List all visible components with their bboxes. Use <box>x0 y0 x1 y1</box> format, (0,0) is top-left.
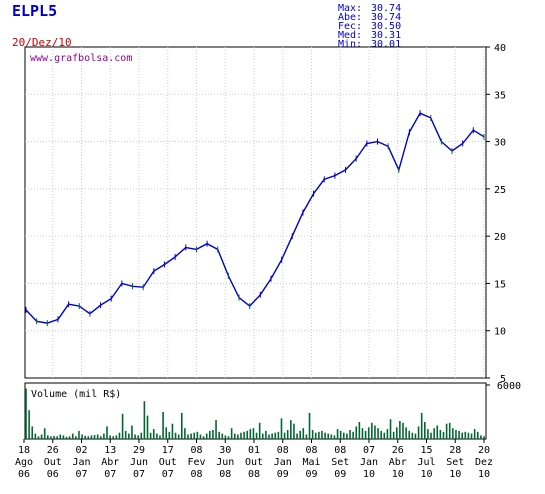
stat-label-0: Max: <box>338 3 362 14</box>
x-tick-year-4: 07 <box>133 469 145 480</box>
volume-y-axis: 6000 <box>486 381 521 392</box>
x-tick-day-3: 13 <box>104 445 116 456</box>
x-tick-month-4: Jun <box>130 457 148 468</box>
volume-series <box>25 388 485 439</box>
x-tick-month-11: Set <box>331 457 349 468</box>
y-tick-label-5: 30 <box>494 138 506 149</box>
x-axis: 18Ago0626Out0602Jan0713Abr0729Jun0717Out… <box>15 439 493 480</box>
x-tick-day-1: 26 <box>47 445 59 456</box>
x-tick-month-3: Abr <box>101 457 119 468</box>
x-tick-year-2: 07 <box>75 469 87 480</box>
x-tick-month-0: Ago <box>15 457 33 468</box>
x-tick-day-0: 18 <box>18 445 30 456</box>
stat-label-2: Fec: <box>338 21 362 32</box>
x-tick-day-12: 07 <box>363 445 375 456</box>
price-line <box>25 112 485 324</box>
price-series <box>25 110 485 327</box>
volume-panel-frame <box>24 382 487 440</box>
y-tick-label-0: 5 <box>500 374 506 385</box>
watermark: www.grafbolsa.com <box>30 53 132 64</box>
x-tick-month-14: Jul <box>417 457 435 468</box>
price-y-axis: 5 10 15 20 25 30 35 40 <box>486 43 506 385</box>
stat-label-1: Abe: <box>338 12 362 23</box>
x-tick-month-9: Jan <box>274 457 292 468</box>
x-tick-day-15: 28 <box>449 445 461 456</box>
x-tick-month-10: Mai <box>302 457 320 468</box>
x-tick-year-6: 08 <box>190 469 202 480</box>
price-stats: Max: 30.74 Abe: 30.74 Fec: 30.50 Med: 30.31 Min:… <box>338 3 401 50</box>
x-tick-year-1: 06 <box>47 469 59 480</box>
x-tick-month-1: Out <box>44 457 62 468</box>
x-tick-day-8: 01 <box>248 445 260 456</box>
y-tick-label-1: 10 <box>494 327 506 338</box>
y-tick-label-6: 35 <box>494 90 506 101</box>
x-tick-month-13: Abr <box>389 457 407 468</box>
volume-label: Volume (mil R$) <box>31 389 121 400</box>
x-tick-year-10: 09 <box>305 469 317 480</box>
x-tick-day-9: 08 <box>277 445 289 456</box>
x-tick-year-15: 10 <box>449 469 461 480</box>
x-tick-month-5: Out <box>159 457 177 468</box>
x-tick-month-16: Dez <box>475 457 493 468</box>
x-tick-day-7: 30 <box>219 445 231 456</box>
x-tick-month-8: Out <box>245 457 263 468</box>
x-tick-month-6: Fev <box>187 457 205 468</box>
x-tick-day-13: 26 <box>392 445 404 456</box>
stat-value-3: 30.31 <box>371 30 401 41</box>
y-tick-label-4: 25 <box>494 185 506 196</box>
stat-value-1: 30.74 <box>371 12 401 23</box>
x-tick-year-0: 06 <box>18 469 30 480</box>
x-tick-day-5: 17 <box>162 445 174 456</box>
x-tick-year-11: 09 <box>334 469 346 480</box>
x-tick-day-4: 29 <box>133 445 145 456</box>
x-tick-day-10: 08 <box>305 445 317 456</box>
x-tick-month-2: Jan <box>72 457 90 468</box>
price-panel-frame <box>24 46 487 379</box>
x-tick-year-12: 10 <box>363 469 375 480</box>
x-tick-year-16: 10 <box>478 469 490 480</box>
x-tick-month-7: Jun <box>216 457 234 468</box>
ticker-title: ELPL5 <box>12 2 57 20</box>
y-tick-label-7: 40 <box>494 43 506 54</box>
y-tick-label-2: 15 <box>494 279 506 290</box>
stat-value-2: 30.50 <box>371 21 401 32</box>
stat-label-4: Min: <box>338 39 362 50</box>
x-tick-year-3: 07 <box>104 469 116 480</box>
vol-tick-label-0: 6000 <box>497 381 521 392</box>
y-tick-label-3: 20 <box>494 232 506 243</box>
x-tick-day-11: 08 <box>334 445 346 456</box>
x-tick-month-12: Jan <box>360 457 378 468</box>
x-tick-day-2: 02 <box>75 445 87 456</box>
chart-date: 20/Dez/10 <box>12 36 72 49</box>
x-tick-year-5: 07 <box>162 469 174 480</box>
x-tick-year-9: 09 <box>277 469 289 480</box>
x-tick-year-8: 08 <box>248 469 260 480</box>
x-tick-day-14: 15 <box>420 445 432 456</box>
x-tick-day-6: 08 <box>190 445 202 456</box>
x-tick-year-7: 08 <box>219 469 231 480</box>
stat-label-3: Med: <box>338 30 362 41</box>
x-tick-month-15: Set <box>446 457 464 468</box>
stat-value-4: 30.01 <box>371 39 401 50</box>
x-tick-day-16: 20 <box>478 445 490 456</box>
x-tick-year-14: 10 <box>420 469 432 480</box>
x-tick-year-13: 10 <box>392 469 404 480</box>
stat-value-0: 30.74 <box>371 3 401 14</box>
